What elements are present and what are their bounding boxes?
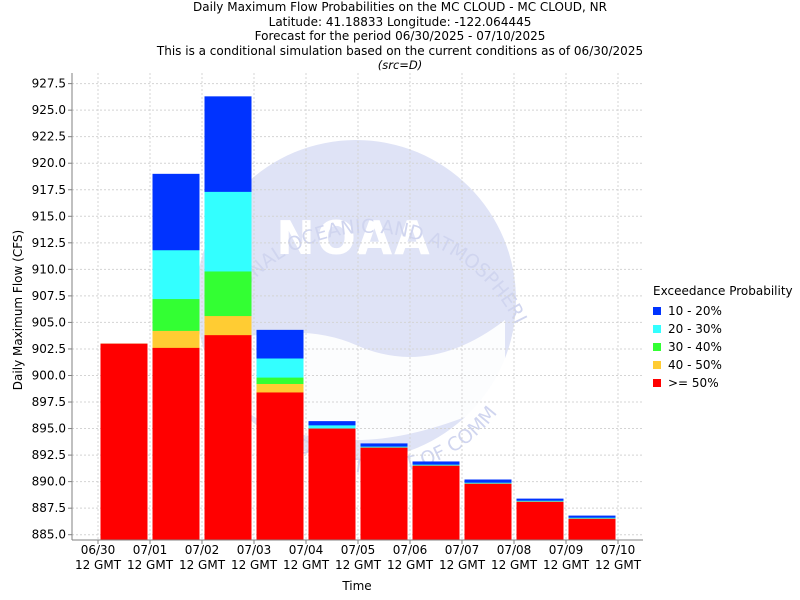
y-tick-label: 920.0 — [32, 156, 66, 170]
legend-label: 30 - 40% — [668, 340, 722, 354]
y-tick-label: 902.5 — [32, 342, 66, 356]
chart-location: Latitude: 41.18833 Longitude: -122.06444… — [268, 14, 532, 29]
y-tick-label: 915.0 — [32, 209, 66, 223]
y-tick-label: 922.5 — [32, 130, 66, 144]
y-tick-label: 910.0 — [32, 262, 66, 276]
x-tick-label-date: 07/09 — [549, 543, 584, 557]
y-axis-label: Daily Maximum Flow (CFS) — [11, 230, 25, 390]
x-tick-label-date: 07/08 — [497, 543, 532, 557]
legend-label: >= 50% — [668, 376, 719, 390]
bar-segment-p50 — [100, 343, 148, 540]
x-tick-label-date: 07/05 — [341, 543, 376, 557]
chart-bars — [100, 96, 616, 541]
y-tick-label: 925.0 — [32, 103, 66, 117]
x-tick-label-time: 12 GMT — [439, 558, 486, 572]
chart-title: Daily Maximum Flow Probabilities on the … — [193, 0, 607, 14]
bar-segment-p50 — [360, 447, 408, 540]
x-tick-label-time: 12 GMT — [231, 558, 278, 572]
y-tick-label: 912.5 — [32, 236, 66, 250]
x-tick-label-date: 07/01 — [133, 543, 168, 557]
y-tick-label: 897.5 — [32, 395, 66, 409]
x-tick-label-time: 12 GMT — [283, 558, 330, 572]
legend-title: Exceedance Probability — [653, 284, 793, 298]
x-tick-label-time: 12 GMT — [387, 558, 434, 572]
x-tick-label-date: 07/02 — [185, 543, 220, 557]
legend-item: 30 - 40% — [653, 338, 793, 356]
x-tick-label-date: 07/04 — [289, 543, 324, 557]
legend-item: 20 - 30% — [653, 320, 793, 338]
legend-item: 40 - 50% — [653, 356, 793, 374]
chart-source: (src=D) — [377, 58, 423, 72]
x-tick-label-time: 12 GMT — [335, 558, 382, 572]
bar-segment-p50 — [308, 428, 356, 540]
legend-item: 10 - 20% — [653, 302, 793, 320]
x-tick-label-time: 12 GMT — [595, 558, 642, 572]
bar-segment-p50 — [204, 335, 252, 540]
legend-label: 40 - 50% — [668, 358, 722, 372]
bar-segment-p50 — [568, 518, 616, 540]
legend-swatch — [653, 361, 661, 369]
chart-note: This is a conditional simulation based o… — [156, 43, 644, 58]
chart-period: Forecast for the period 06/30/2025 - 07/… — [254, 29, 546, 43]
legend-label: 10 - 20% — [668, 304, 722, 318]
noaa-logo-text: NOAA — [276, 211, 432, 265]
y-tick-label: 905.0 — [32, 315, 66, 329]
y-tick-label: 917.5 — [32, 183, 66, 197]
legend-swatch — [653, 325, 661, 333]
y-tick-label: 885.0 — [32, 528, 66, 542]
legend-swatch — [653, 379, 661, 387]
y-tick-label: 887.5 — [32, 501, 66, 515]
bar-segment-p50 — [516, 501, 564, 540]
x-tick-label-date: 07/03 — [237, 543, 272, 557]
y-tick-label: 892.5 — [32, 448, 66, 462]
x-tick-label-date: 07/10 — [601, 543, 636, 557]
legend-item: >= 50% — [653, 374, 793, 392]
bar-segment-p50 — [412, 465, 460, 540]
x-tick-label-time: 12 GMT — [75, 558, 122, 572]
legend-swatch — [653, 343, 661, 351]
chart-grid — [72, 73, 643, 540]
chart-titles: Daily Maximum Flow Probabilities on the … — [0, 0, 800, 73]
bar-segment-p50 — [256, 392, 304, 540]
y-tick-label: 927.5 — [32, 77, 66, 91]
x-axis-label: Time — [341, 579, 371, 593]
bar-segment-p50 — [152, 347, 200, 540]
legend-swatch — [653, 307, 661, 315]
y-tick-label: 895.0 — [32, 422, 66, 436]
legend-label: 20 - 30% — [668, 322, 722, 336]
y-tick-label: 890.0 — [32, 475, 66, 489]
x-tick-label-time: 12 GMT — [127, 558, 174, 572]
x-tick-label-time: 12 GMT — [543, 558, 590, 572]
y-tick-label: 907.5 — [32, 289, 66, 303]
bar-segment-p50 — [464, 483, 512, 540]
x-tick-label-date: 07/06 — [393, 543, 428, 557]
legend: Exceedance Probability 10 - 20% 20 - 30% 3… — [653, 284, 793, 392]
x-tick-label-time: 12 GMT — [179, 558, 226, 572]
x-tick-label-time: 12 GMT — [491, 558, 538, 572]
x-tick-label-date: 07/07 — [445, 543, 480, 557]
y-axis-ticks: 885.0 887.5 890.0 892.5 895.0 897.5 900.0 902.5… — [32, 77, 72, 542]
x-tick-label-date: 06/30 — [81, 543, 116, 557]
y-tick-label: 900.0 — [32, 368, 66, 382]
